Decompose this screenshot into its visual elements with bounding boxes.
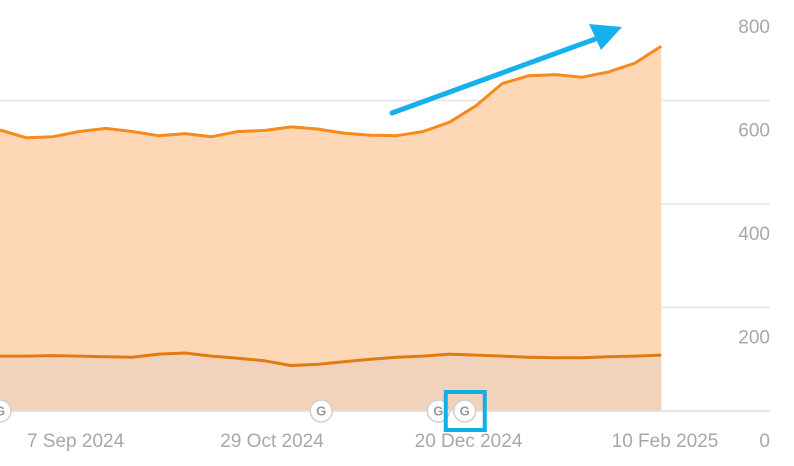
y-tick-label: 800 (738, 17, 770, 38)
area (0, 353, 662, 411)
update-marker-label: G (0, 403, 5, 418)
update-marker (452, 399, 477, 423)
line (0, 44, 663, 140)
area (0, 46, 662, 411)
x-tick-label: 20 Dec 2024 (415, 431, 523, 452)
x-tick-label: 10 Feb 2025 (612, 431, 719, 452)
y-tick-label: 600 (738, 121, 770, 142)
line (0, 351, 662, 367)
y-tick-label: 0 (759, 431, 770, 452)
update-marker-label: G (433, 403, 443, 418)
x-tick-label: 7 Sep 2024 (27, 431, 125, 452)
trend-arrow (389, 35, 601, 116)
y-tick-label: 400 (738, 224, 770, 245)
trend-arrow-head (589, 24, 622, 50)
y-tick-label: 200 (738, 328, 770, 349)
update-marker-label: G (316, 403, 326, 418)
update-marker (309, 399, 333, 423)
update-marker (0, 399, 12, 423)
update-marker-label: G (460, 403, 470, 418)
x-tick-label: 29 Oct 2024 (220, 431, 324, 452)
highlight-box (443, 390, 487, 432)
